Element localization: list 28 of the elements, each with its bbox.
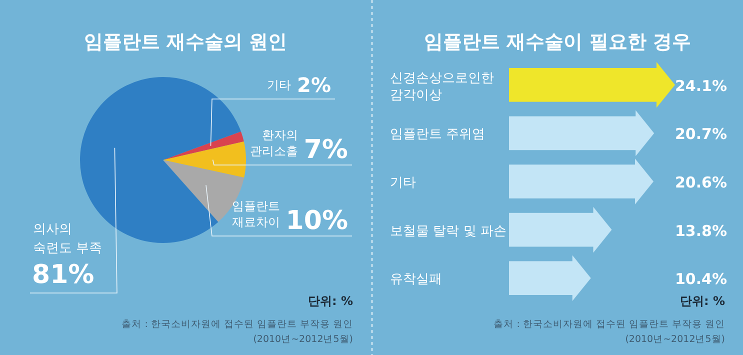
data-label: 10% <box>286 206 348 236</box>
chart-title: 임플란트 재수술이 필요한 경우 <box>424 31 691 53</box>
source-note: 출처 : 한국소비자원에 접수된 임플란트 부작용 원인 <box>494 319 725 330</box>
slice-label: 기타 <box>267 78 292 92</box>
text: (2010년~2012년5월) <box>253 334 353 345</box>
slice-label: 의사의 숙련도 부족 <box>33 222 102 256</box>
data-label: 20.6% <box>674 174 727 192</box>
y-tick-label: 유착실패 <box>390 272 442 288</box>
data-label: 10.4% <box>674 270 727 288</box>
text: 단위: % <box>308 294 353 308</box>
data-label: 7% <box>304 135 348 165</box>
data-label: 20.7% <box>674 125 727 144</box>
pie-slice <box>163 131 244 160</box>
slice-label: 임플란트 재료차이 <box>232 199 280 229</box>
source-note: 출처 : 한국소비자원에 접수된 임플란트 부작용 원인 <box>122 319 353 330</box>
y-tick-label: 신경손상으로인한 감각이상 <box>390 70 494 103</box>
data-label: 13.8% <box>674 222 727 240</box>
text: (2010년~2012년5월) <box>625 334 725 345</box>
chart-title: 임플란트 재수술의 원인 <box>84 31 288 53</box>
y-tick-label: 보철물 탈락 및 파손 <box>390 224 506 239</box>
data-label: 2% <box>297 73 331 97</box>
y-tick-label: 기타 <box>390 176 416 190</box>
data-label: 24.1% <box>674 76 727 95</box>
pie-slice <box>163 141 246 178</box>
data-label: 81% <box>32 260 94 290</box>
y-tick-label: 임플란트 주위염 <box>390 127 486 142</box>
slice-label: 환자의 관리소홀 <box>250 128 298 158</box>
text: 단위: % <box>680 294 725 308</box>
